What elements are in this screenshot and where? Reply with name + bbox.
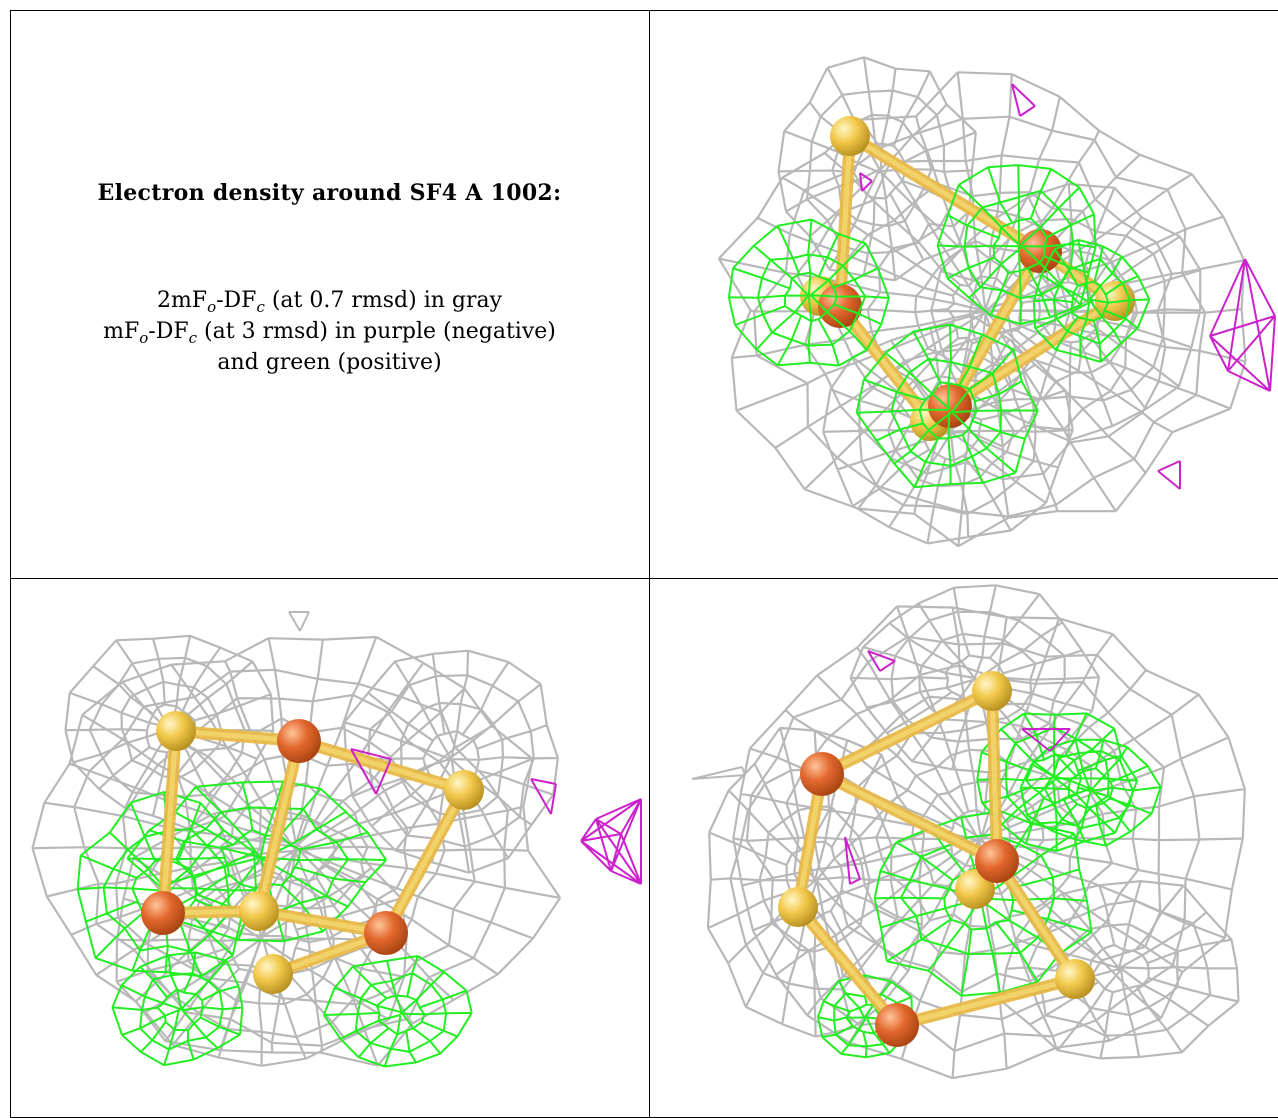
- density-positive-mesh: [936, 164, 1097, 325]
- iron-atom: [364, 911, 408, 955]
- bond: [989, 688, 1000, 864]
- bond: [296, 738, 467, 793]
- density-negative-mesh: [1157, 460, 1181, 490]
- figure-grid: Electron density around SF4 A 1002: 2mFo…: [10, 10, 1278, 1118]
- caption-line-fofc: mFo-DFc (at 3 rmsd) in purple (negative): [103, 319, 556, 347]
- caption-line-positive: and green (positive): [217, 350, 442, 375]
- sulfur-atom: [778, 887, 818, 927]
- bond: [994, 858, 1078, 982]
- density-negative-mesh: [1011, 83, 1036, 117]
- bond: [160, 728, 179, 916]
- bond: [837, 133, 853, 309]
- density-2fofc-lobe: [343, 649, 559, 874]
- density-negative-mesh: [844, 836, 861, 885]
- iron-atom: [141, 891, 185, 935]
- panel-view-bottom-left: [11, 579, 649, 1117]
- density-negative-mesh: [530, 778, 557, 815]
- density-positive-mesh: [727, 218, 890, 367]
- molecular-density-view-1-icon: [717, 56, 1276, 548]
- sulfur-atom: [444, 770, 484, 810]
- density-positive-mesh: [322, 955, 473, 1068]
- bond: [795, 771, 825, 910]
- grid-line-left: [10, 10, 11, 1118]
- iron-atom: [277, 719, 321, 763]
- density-negative-mesh: [859, 172, 873, 192]
- density-positive-mesh: [1019, 738, 1162, 847]
- panel-view-top-right: [650, 11, 1278, 578]
- iron-atom: [928, 384, 972, 428]
- sulfur-atom: [156, 711, 196, 751]
- density-negative-mesh: [580, 798, 642, 885]
- bond: [256, 738, 302, 914]
- density-2fofc-fragment: [288, 611, 310, 632]
- bond: [819, 771, 1000, 864]
- bond: [383, 787, 467, 936]
- density-negative-mesh: [867, 650, 896, 672]
- iron-atom: [875, 1003, 919, 1047]
- iron-atom: [1018, 229, 1062, 273]
- sulfur-atom: [1055, 959, 1095, 999]
- bond: [847, 133, 1043, 254]
- density-negative-mesh: [350, 748, 392, 795]
- caption-title: Electron density around SF4 A 1002:: [97, 180, 562, 206]
- density-negative-mesh: [1209, 258, 1276, 392]
- sulfur-atom: [972, 671, 1012, 711]
- caption-line-2fofc: 2mFo-DFc (at 0.7 rmsd) in gray: [156, 288, 503, 316]
- molecular-density-view-2-icon: [31, 611, 642, 1068]
- density-2fofc-fragment: [691, 766, 746, 780]
- iron-atom: [800, 752, 844, 796]
- sulfur-atom: [253, 954, 293, 994]
- molecular-density-view-3-icon: [691, 584, 1246, 1080]
- caption-cell: Electron density around SF4 A 1002: 2mFo…: [10, 10, 649, 578]
- density-2fofc-mesh: [31, 635, 562, 1067]
- bond: [819, 688, 995, 777]
- bond: [947, 248, 1043, 409]
- density-positive-mesh: [111, 951, 244, 1067]
- grid-line-top: [10, 10, 1278, 11]
- grid-line-middle: [10, 578, 1278, 579]
- bond: [795, 904, 900, 1028]
- grid-line-center: [649, 10, 650, 1118]
- panel-view-bottom-right: [650, 579, 1278, 1117]
- density-negative-mesh: [1021, 728, 1071, 752]
- sulfur-atom: [239, 891, 279, 931]
- bond: [894, 976, 1078, 1028]
- iron-atom: [975, 839, 1019, 883]
- density-positive-mesh: [1032, 238, 1151, 363]
- bond: [837, 303, 933, 424]
- sulfur-atom: [830, 116, 870, 156]
- caption-body: 2mFo-DFc (at 0.7 rmsd) in gray mFo-DFc (…: [10, 285, 649, 378]
- density-positive-mesh: [855, 323, 1039, 489]
